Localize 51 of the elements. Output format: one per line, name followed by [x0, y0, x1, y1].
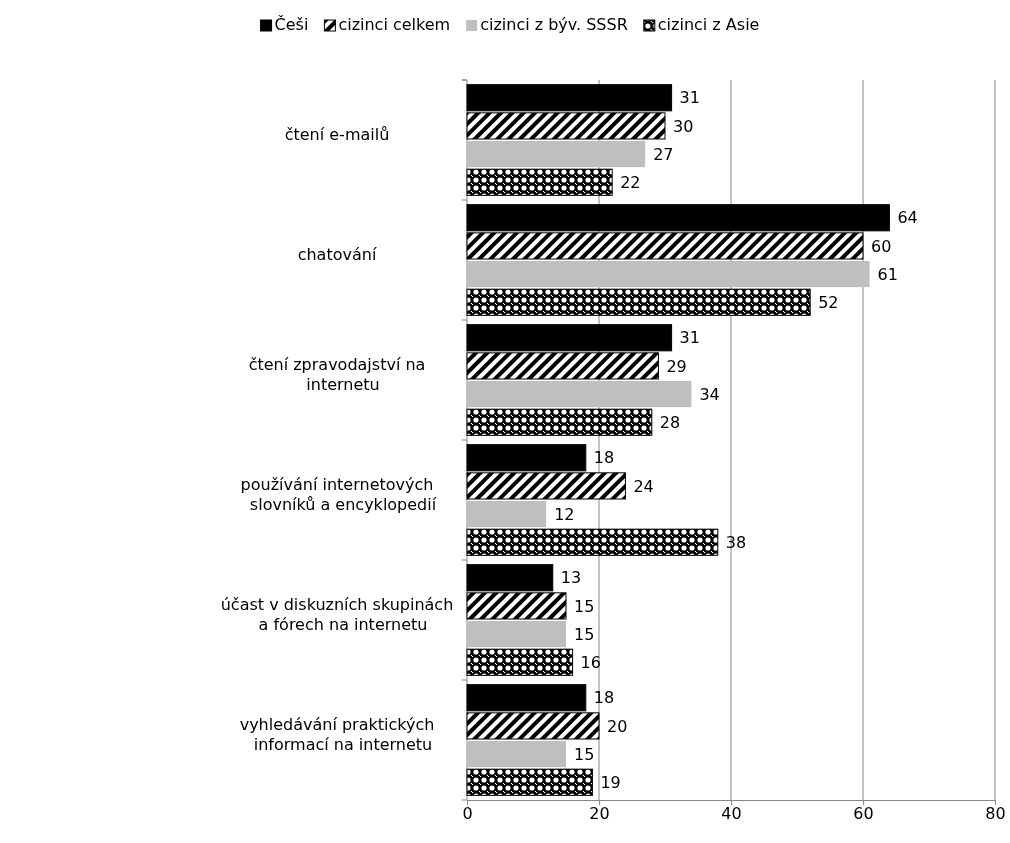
data-label: 61	[877, 264, 898, 284]
legend-label: Češi	[274, 15, 309, 34]
data-label: 18	[593, 688, 615, 708]
y-tick-label: vyhledávání praktických informací na internetu	[239, 715, 435, 754]
data-label: 18	[593, 448, 615, 468]
legend-label: cizinci z býv. SSSR	[480, 15, 628, 34]
data-label: 28	[659, 412, 681, 432]
bar	[467, 621, 566, 648]
data-label: 27	[653, 144, 674, 164]
data-label: 24	[633, 476, 654, 496]
data-label: 31	[679, 328, 700, 348]
bar	[466, 168, 613, 196]
bar	[467, 261, 870, 288]
y-tick-label: chatování	[297, 245, 377, 264]
data-label: 34	[699, 384, 720, 404]
data-label: 12	[554, 504, 575, 524]
data-label: 13	[560, 568, 582, 588]
bar	[466, 528, 719, 556]
x-tick-label: 0	[462, 804, 473, 824]
bar	[467, 741, 566, 768]
x-tick-label: 60	[853, 804, 874, 824]
y-tick-label: čtení e-mailů	[284, 125, 390, 144]
x-tick-label: 80	[985, 804, 1006, 824]
data-label: 15	[574, 596, 595, 616]
data-label: 15	[574, 744, 595, 764]
data-label: 22	[620, 172, 641, 192]
data-label: 20	[607, 716, 628, 736]
data-label: 16	[580, 652, 601, 672]
bar	[467, 141, 646, 168]
x-tick-label: 20	[589, 804, 610, 824]
y-tick-label: čtení zpravodajství na internetu	[248, 355, 426, 394]
y-tick-label: používání internetových slovníků a encyklopedií	[240, 475, 437, 514]
x-tick-label: 40	[721, 804, 742, 824]
bar	[466, 648, 574, 676]
data-label: 60	[871, 236, 892, 256]
bar	[466, 288, 811, 316]
data-label: 19	[600, 772, 621, 792]
legend-label: cizinci celkem	[338, 15, 451, 34]
data-label: 29	[666, 356, 687, 376]
bar	[467, 501, 547, 528]
y-tick-label: účast v diskuzních skupinách a fórech na internetu	[220, 595, 454, 634]
data-label: 31	[679, 88, 700, 108]
data-label: 52	[818, 292, 839, 312]
data-label: 30	[673, 116, 694, 136]
data-label: 64	[897, 208, 918, 228]
bar	[466, 408, 653, 436]
data-label: 38	[725, 532, 747, 552]
bar	[467, 381, 692, 408]
data-label: 15	[574, 624, 595, 644]
legend-label: cizinci z Asie	[657, 15, 760, 34]
bar	[466, 768, 593, 796]
